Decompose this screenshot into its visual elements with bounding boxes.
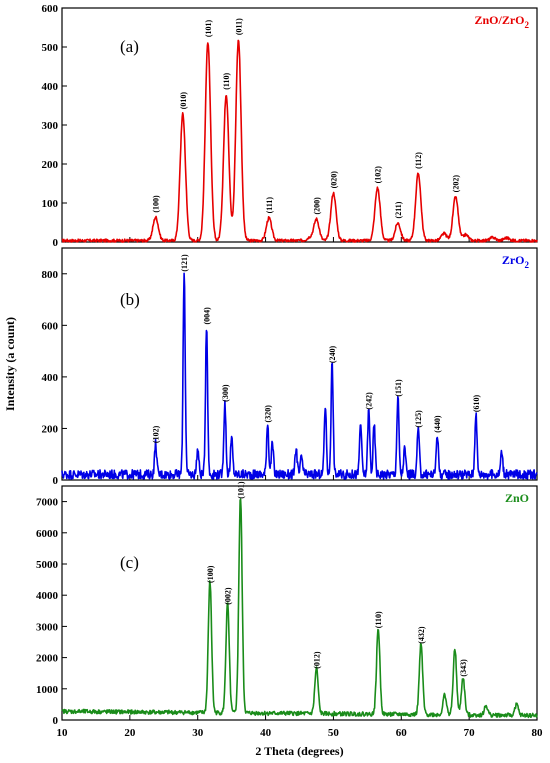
panel-label: (a) (120, 37, 139, 56)
x-tick-label: 60 (396, 727, 408, 739)
y-tick-label: 4000 (36, 590, 59, 602)
peak-label: (200) (312, 197, 321, 215)
peak-label: (432) (417, 626, 426, 644)
peak-label: (102) (152, 425, 161, 443)
y-tick-label: 6000 (36, 528, 59, 540)
x-tick-label: 70 (464, 727, 476, 739)
series-line (61, 272, 538, 480)
peak-label: (151) (394, 379, 403, 397)
peak-label: (110) (222, 73, 231, 90)
plot-frame (61, 247, 538, 481)
y-tick-label: 0 (53, 715, 59, 727)
y-tick-label: 300 (42, 120, 59, 132)
x-tick-label: 10 (57, 727, 69, 739)
legend-main: ZrO (502, 253, 525, 267)
legend-label: ZnO/ZrO2 (474, 13, 529, 30)
peak-label: (242) (365, 392, 374, 410)
y-tick-label: 1000 (36, 684, 59, 696)
chart-panel-1: 0 100 200 300 400 500 600 (100) (010) (101) (110) (… (42, 3, 538, 249)
chart-panel-2: 0 200 400 600 800 (102) (121) (004) (300) (320) (2… (42, 247, 538, 487)
peak-label: (202) (452, 175, 461, 193)
y-tick-label: 2000 (36, 653, 59, 665)
peak-label: (610) (472, 394, 481, 412)
x-tick-label: 50 (328, 727, 340, 739)
peak-label: (112) (414, 152, 423, 169)
legend-main: ZnO (505, 491, 529, 505)
y-tick-label: 7000 (36, 497, 59, 509)
y-tick-label: 600 (42, 3, 59, 15)
peak-label: (320) (264, 405, 273, 423)
y-tick-label: 100 (42, 198, 59, 210)
panel-label: (b) (120, 290, 140, 309)
peak-label: (020) (329, 171, 338, 189)
peak-label: (211) (394, 201, 403, 218)
peak-label: (002) (224, 587, 233, 605)
peak-label: (111) (265, 197, 274, 214)
peak-label: (012) (312, 651, 321, 669)
legend-main: ZnO/ZrO (474, 13, 524, 27)
y-tick-label: 400 (42, 81, 59, 93)
peak-label: (011) (234, 18, 243, 35)
peak-label: (100) (152, 195, 161, 213)
peak-label: (240) (328, 345, 337, 363)
peak-label: (100) (206, 565, 215, 583)
legend-subscript: 2 (525, 20, 530, 30)
series-line (61, 39, 538, 243)
y-tick-label: 200 (42, 159, 59, 171)
peak-label: (110) (374, 611, 383, 628)
x-tick-label: 30 (192, 727, 204, 739)
peak-label: (004) (203, 307, 212, 325)
y-tick-label: 0 (53, 237, 59, 249)
peak-label: (121) (180, 254, 189, 272)
x-tick-label: 20 (124, 727, 136, 739)
y-tick-label: 5000 (36, 559, 59, 571)
peak-label: (101) (204, 19, 213, 37)
peak-label: (300) (221, 384, 230, 402)
y-tick-label: 0 (53, 475, 59, 487)
peak-label: (010) (179, 92, 188, 110)
x-axis-label: 2 Theta (degrees) (255, 744, 343, 758)
legend-label: ZnO (505, 491, 529, 505)
x-tick-label: 40 (260, 727, 272, 739)
legend-subscript: 2 (525, 260, 530, 270)
panel-label: (c) (120, 553, 139, 572)
peak-label: (102) (374, 166, 383, 184)
peak-label: (343) (459, 659, 468, 677)
series-line (61, 498, 538, 719)
y-tick-label: 400 (42, 372, 59, 384)
y-tick-label: 600 (42, 320, 59, 332)
x-tick-label: 80 (532, 727, 544, 739)
y-tick-label: 500 (42, 42, 59, 54)
y-tick-label: 200 (42, 423, 59, 435)
peak-label: (125) (414, 410, 423, 428)
legend-label: ZrO2 (502, 253, 530, 270)
plot-frame (61, 485, 538, 721)
y-tick-label: 800 (42, 269, 59, 281)
y-axis-label: Intensity (a count) (3, 317, 17, 411)
peak-label: (101) (236, 481, 245, 499)
peak-label: (440) (433, 415, 442, 433)
y-tick-label: 3000 (36, 621, 59, 633)
chart-panel-3: 0 1000 2000 3000 4000 5000 6000 7000 (100) (002) (… (36, 481, 538, 727)
